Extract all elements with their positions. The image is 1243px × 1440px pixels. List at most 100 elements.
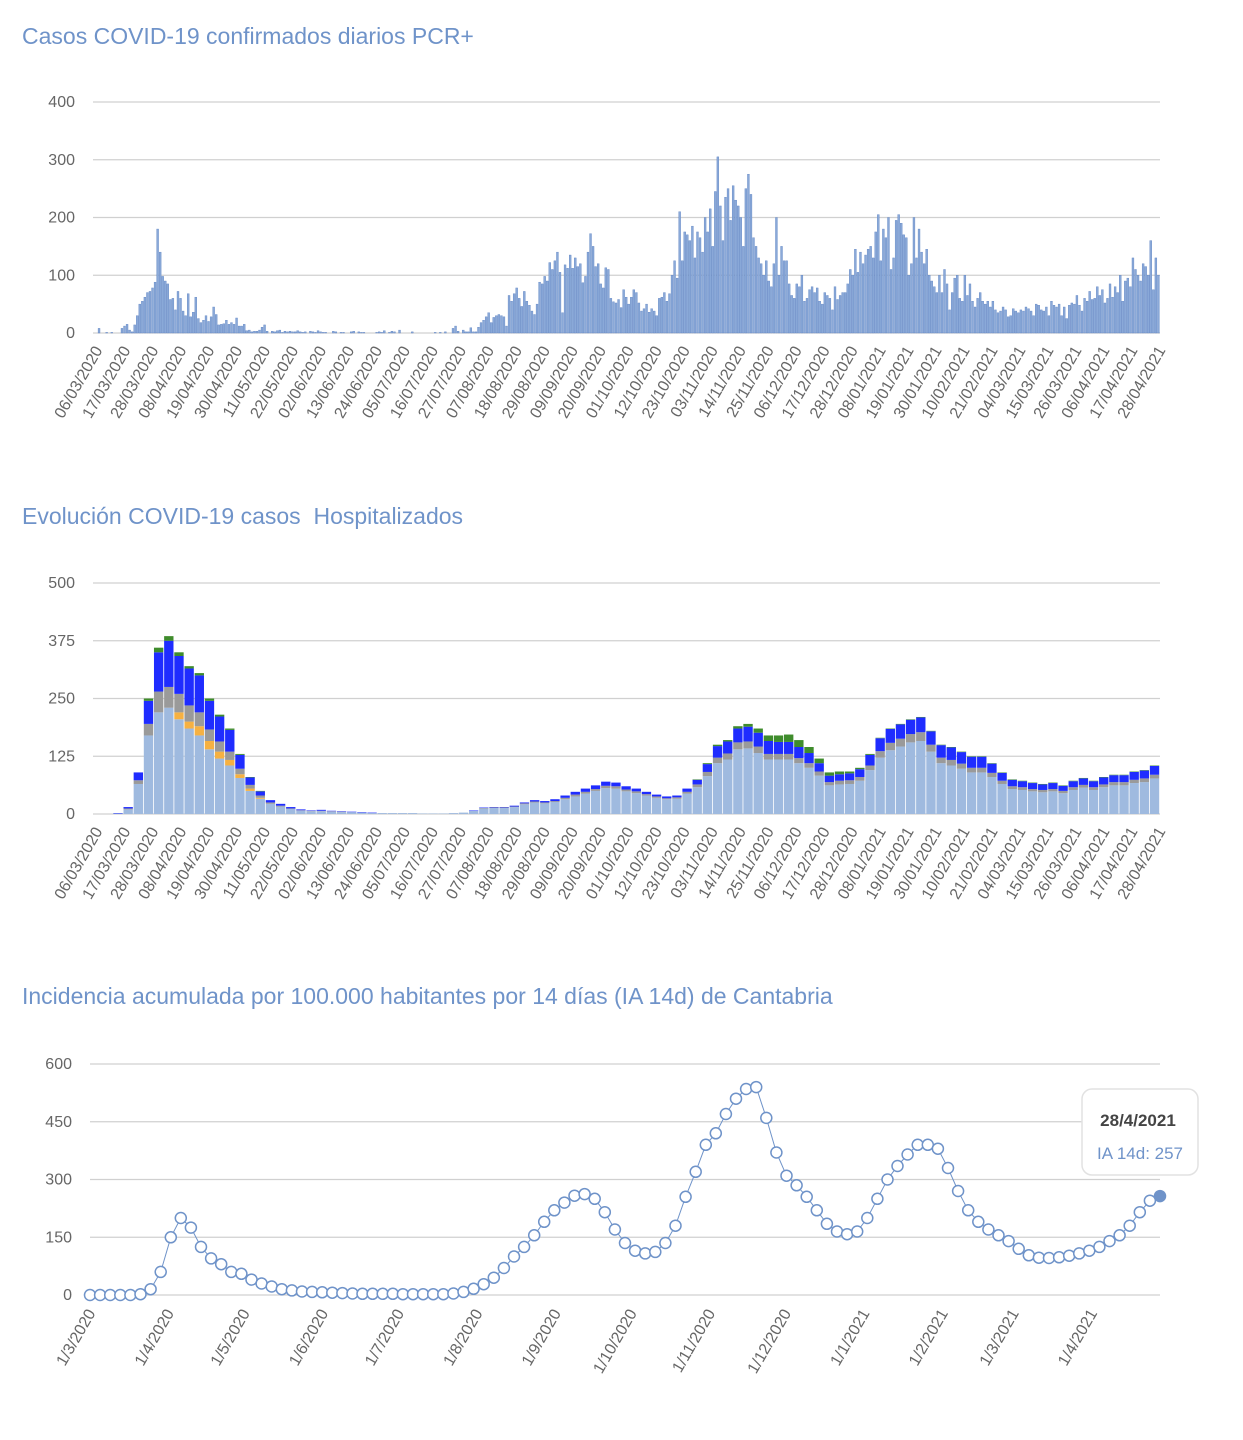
data-point	[1022, 1249, 1036, 1262]
bar	[976, 298, 979, 334]
bar	[701, 251, 704, 334]
bar	[1106, 298, 1109, 334]
bar	[902, 234, 905, 334]
bar	[726, 188, 730, 334]
data-point	[487, 1271, 501, 1284]
bar-segment-series-0	[814, 775, 824, 814]
bar	[434, 332, 437, 334]
bar-segment-series-2	[1017, 787, 1028, 790]
bar	[889, 269, 893, 334]
bar-segment-series-3	[834, 774, 845, 781]
data-point	[689, 1165, 702, 1179]
bar	[930, 280, 933, 334]
bar-segment-series-4	[204, 698, 215, 701]
bar-segment-series-3	[987, 763, 997, 773]
bar-segment-series-0	[1068, 789, 1078, 814]
bar	[380, 332, 383, 334]
bar-segment-series-2	[865, 765, 875, 771]
bar-segment-series-3	[143, 700, 154, 724]
data-point	[982, 1223, 995, 1236]
data-point	[1083, 1244, 1096, 1257]
data-point	[103, 1288, 117, 1302]
bar	[232, 324, 236, 334]
bar-segment-series-2	[611, 786, 621, 789]
bar	[311, 331, 315, 334]
bar	[316, 330, 320, 334]
x-tick-label: 1/2/2021	[906, 1306, 952, 1369]
bar	[1070, 302, 1073, 334]
bar	[125, 324, 129, 334]
bar-segment-series-2	[540, 802, 550, 804]
bar	[754, 246, 758, 334]
bar	[963, 275, 967, 334]
bar	[856, 272, 860, 334]
bar	[663, 292, 666, 334]
data-point	[790, 1179, 803, 1192]
data-point	[1042, 1251, 1056, 1265]
bar-segment-series-0	[529, 802, 540, 814]
bar	[1131, 257, 1135, 334]
y-tick-label: 600	[45, 1056, 72, 1073]
data-point	[437, 1287, 450, 1301]
bar	[879, 260, 882, 334]
bar	[953, 277, 956, 334]
bar	[744, 188, 748, 334]
bar	[518, 298, 521, 334]
tooltip: 28/4/2021 IA 14d: 257	[1081, 1088, 1199, 1176]
bar-segment-series-0	[286, 808, 296, 814]
bar-segment-series-3	[1088, 781, 1099, 788]
bar	[711, 246, 714, 334]
bar-segment-series-3	[875, 738, 885, 752]
data-point	[578, 1187, 591, 1201]
bar-segment-series-2	[275, 805, 286, 807]
bar	[215, 314, 218, 334]
data-point	[497, 1261, 511, 1275]
bar	[599, 283, 602, 334]
bar-segment-series-0	[977, 772, 987, 814]
bar	[258, 329, 261, 334]
bar	[607, 269, 610, 334]
bar	[714, 191, 717, 334]
bar-segment-series-0	[1149, 778, 1160, 814]
bar	[721, 240, 725, 334]
bar	[505, 325, 508, 334]
data-point	[134, 1287, 147, 1301]
bar	[477, 327, 480, 334]
bar	[324, 332, 327, 334]
bar	[818, 301, 821, 334]
bar-segment-series-4	[214, 714, 225, 717]
bar-segment-series-3	[702, 764, 713, 772]
bar	[973, 306, 977, 334]
bar	[383, 330, 386, 334]
bar-segment-series-2	[905, 734, 916, 743]
bar-segment-series-0	[1017, 789, 1028, 814]
x-tick-label: 1/1/2021	[828, 1306, 874, 1369]
bar-segment-series-4	[834, 771, 845, 775]
bar	[484, 316, 488, 334]
bar	[1124, 280, 1127, 334]
bar	[319, 331, 322, 334]
data-point	[568, 1189, 581, 1202]
bar	[670, 275, 674, 334]
data-point	[295, 1285, 309, 1298]
bar	[128, 329, 131, 334]
bar-segment-series-1	[194, 726, 204, 736]
bar-segment-series-3	[265, 800, 276, 803]
bar-segment-series-0	[936, 763, 946, 814]
bar-segment-series-2	[255, 795, 265, 798]
bar	[948, 309, 951, 334]
bar	[828, 298, 832, 334]
bar	[793, 298, 796, 334]
bar-segment-series-3	[1017, 781, 1028, 788]
bar	[803, 301, 806, 334]
bar	[576, 266, 579, 334]
bar-segment-series-3	[296, 809, 306, 811]
bar-segment-series-4	[763, 735, 774, 741]
bar-segment-series-2	[631, 791, 641, 794]
bar-segment-series-0	[875, 757, 885, 814]
bar	[243, 324, 246, 334]
bar	[1063, 306, 1066, 334]
bar-segment-series-2	[214, 741, 225, 752]
data-point	[770, 1146, 783, 1159]
bar	[451, 328, 455, 334]
